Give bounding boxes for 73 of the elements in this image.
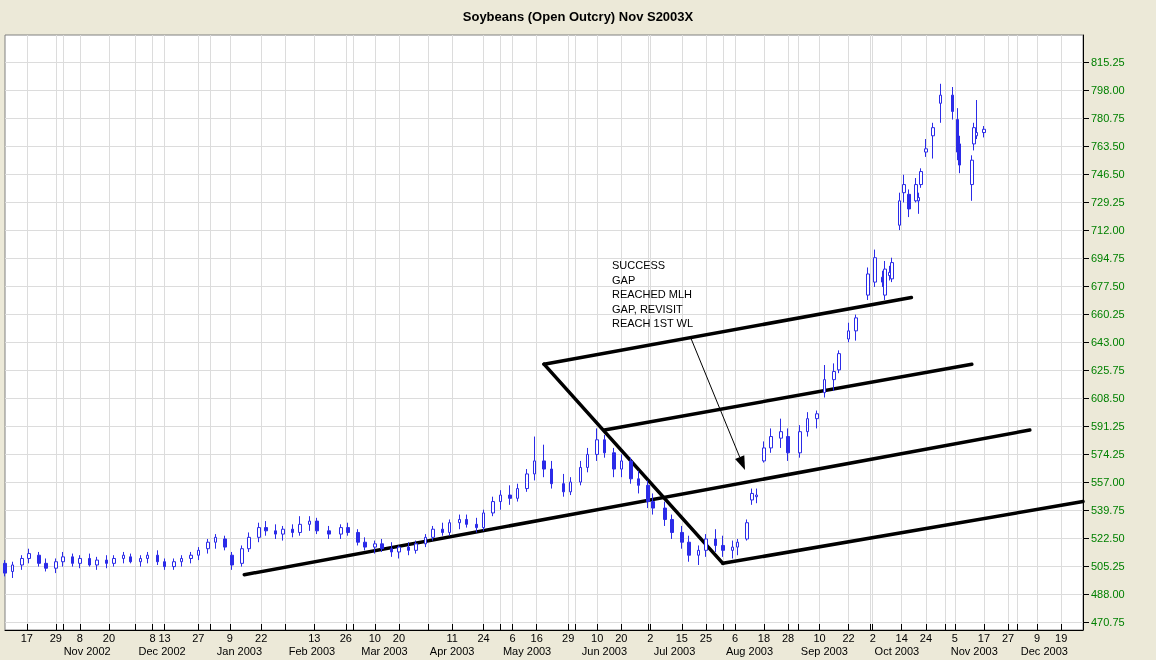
x-tick-label: 9 [1034, 631, 1041, 644]
x2-tick-label: May 2003 [502, 644, 552, 657]
y-tick-label: 608.50 [1091, 392, 1125, 405]
y-tick-label: 574.25 [1091, 448, 1125, 461]
x-tick-label: 27 [192, 631, 205, 644]
x-tick-label: 29 [562, 631, 575, 644]
x-tick-label: 26 [339, 631, 352, 644]
y-tick-label: 798.00 [1091, 84, 1125, 97]
x-tick-label: 18 [757, 631, 771, 644]
x2-tick-label: Jan 2003 [216, 644, 263, 657]
y-tick-label: 488.00 [1091, 588, 1125, 601]
y-tick-label: 763.50 [1091, 140, 1125, 153]
x-tick-label: 13 [158, 631, 171, 644]
y-tick-label: 677.50 [1091, 280, 1125, 293]
y-tick-label: 729.25 [1091, 196, 1125, 209]
x-tick-label: 11 [446, 631, 458, 644]
x-tick-label: 2 [869, 631, 876, 644]
x-tick-label: 20 [615, 631, 628, 644]
x2-tick-label: Mar 2003 [361, 644, 408, 657]
x2-tick-label: Sep 2003 [800, 644, 848, 657]
x-tick-label: 6 [731, 631, 739, 644]
x2-tick-label: Jun 2003 [581, 644, 628, 657]
x2-tick-label: Apr 2003 [429, 644, 475, 657]
y-tick-label: 712.00 [1091, 224, 1125, 237]
x-tick-label: 15 [675, 631, 688, 644]
x-tick-label: 17 [977, 631, 991, 644]
x2-tick-label: Jul 2003 [653, 644, 696, 657]
y-tick-label: 505.25 [1091, 560, 1125, 573]
annotation: SUCCESS GAP REACHED MLH GAP, REVISIT REACH 1ST WL [612, 259, 694, 330]
y-tick-label: 470.75 [1091, 616, 1125, 629]
y-tick-label: 643.00 [1091, 336, 1125, 349]
x-tick-label: 2 [647, 631, 654, 644]
y-tick-label: 694.75 [1091, 252, 1125, 265]
y-tick-label: 539.75 [1091, 504, 1125, 517]
y-tick-label: 780.75 [1091, 112, 1125, 125]
chart-title: Soybeans (Open Outcry) Nov S2003X [462, 9, 694, 24]
x2-tick-label: Nov 2002 [63, 644, 111, 657]
x-tick-label: 8 [76, 631, 83, 644]
x-tick-label: 5 [951, 631, 958, 644]
y-tick-label: 660.25 [1091, 308, 1125, 321]
x-tick-label: 24 [919, 631, 933, 644]
x-tick-label: 20 [392, 631, 406, 644]
x-tick-label: 29 [49, 631, 62, 644]
x-tick-label: 28 [782, 631, 795, 644]
x-tick-label: 13 [308, 631, 321, 644]
x2-tick-label: Dec 2003 [1020, 644, 1068, 657]
x-tick-label: 14 [895, 631, 908, 644]
x2-tick-label: Oct 2003 [874, 644, 920, 657]
x-tick-label: 17 [20, 631, 33, 644]
x-tick-label: 10 [368, 631, 381, 644]
x-tick-label: 27 [1001, 631, 1015, 644]
x2-tick-label: Aug 2003 [725, 644, 773, 657]
x-tick-label: 20 [102, 631, 116, 644]
x-tick-label: 25 [699, 631, 713, 644]
x-tick-label: 9 [226, 631, 233, 644]
y-tick-label: 522.50 [1091, 532, 1125, 545]
x-tick-label: 24 [477, 631, 490, 644]
x-tick-label: 19 [1055, 631, 1068, 644]
y-tick-label: 815.25 [1091, 56, 1125, 69]
x2-tick-label: Feb 2003 [288, 644, 336, 657]
x-tick-label: 10 [813, 631, 826, 644]
x-tick-label: 22 [255, 631, 268, 644]
x-tick-label: 22 [842, 631, 855, 644]
y-tick-label: 625.75 [1091, 364, 1125, 377]
x-tick-label: 8 [149, 631, 156, 644]
y-tick-label: 591.25 [1091, 420, 1125, 433]
x-tick-label: 10 [591, 631, 604, 644]
x2-tick-label: Dec 2002 [138, 644, 186, 657]
y-tick-label: 746.50 [1091, 168, 1125, 180]
x2-tick-label: Nov 2003 [950, 644, 998, 657]
y-tick-label: 557.00 [1091, 476, 1125, 489]
x-tick-label: 6 [509, 631, 516, 644]
x-tick-label: 16 [530, 631, 543, 644]
